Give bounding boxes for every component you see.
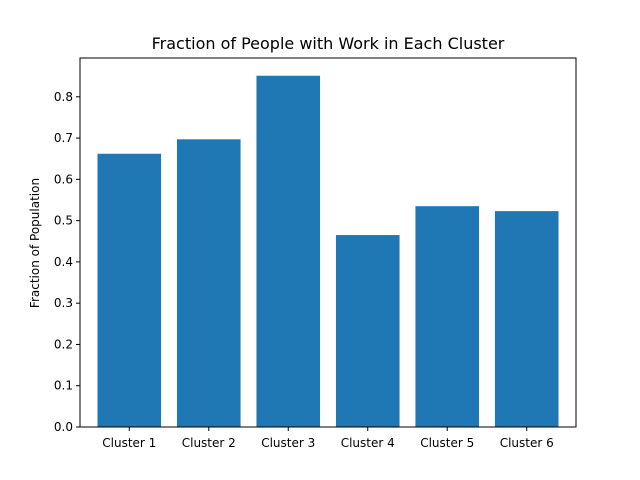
y-axis-label: Fraction of Population <box>28 178 42 308</box>
y-axis: 0.0 0.1 0.2 0.3 0.4 0.5 0.6 0.7 0.8 <box>54 90 80 434</box>
y-tick-label: 0.1 <box>54 379 73 393</box>
y-tick-label: 0.0 <box>54 420 73 434</box>
y-tick-label: 0.2 <box>54 337 73 351</box>
x-tick-label: Cluster 2 <box>182 436 236 450</box>
x-tick-label: Cluster 3 <box>261 436 315 450</box>
bar-1 <box>97 153 162 427</box>
bar-5 <box>415 206 480 427</box>
bars-group <box>97 75 559 427</box>
y-tick-label: 0.5 <box>54 214 73 228</box>
bar-2 <box>176 139 241 427</box>
x-tick-label: Cluster 6 <box>500 436 554 450</box>
plot-frame <box>79 57 577 428</box>
bar-3 <box>256 75 321 427</box>
y-tick-label: 0.6 <box>54 172 73 186</box>
y-tick-label: 0.7 <box>54 131 73 145</box>
chart-title: Fraction of People with Work in Each Clu… <box>152 34 505 53</box>
y-tick-label: 0.4 <box>54 255 73 269</box>
y-tick-label: 0.3 <box>54 296 73 310</box>
y-tick-label: 0.8 <box>54 90 73 104</box>
x-tick-label: Cluster 5 <box>420 436 474 450</box>
bar-6 <box>494 211 559 427</box>
bar-4 <box>335 235 400 427</box>
x-tick-label: Cluster 1 <box>102 436 156 450</box>
x-tick-label: Cluster 4 <box>341 436 395 450</box>
x-axis: Cluster 1 Cluster 2 Cluster 3 Cluster 4 Clus… <box>102 427 554 450</box>
